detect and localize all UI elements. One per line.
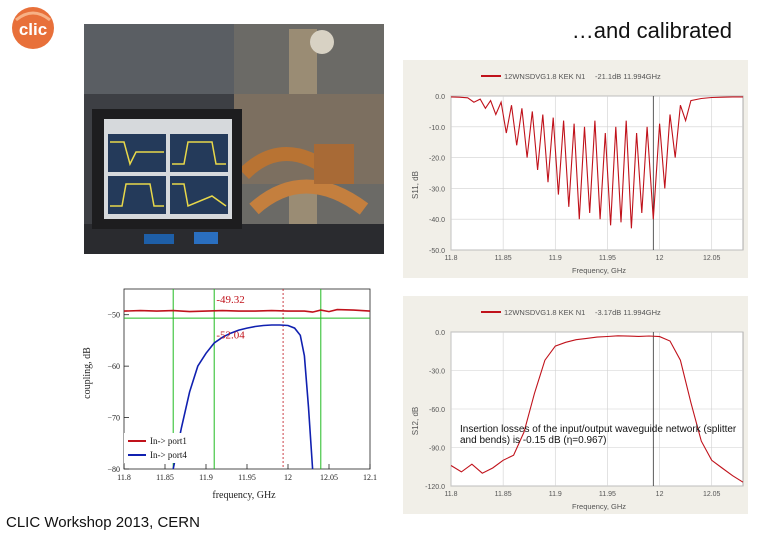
legend: In-> port1 In-> port4 xyxy=(124,433,210,463)
value-annotation: -52.04 xyxy=(216,329,245,341)
y-axis-label: S12, dB xyxy=(411,407,420,435)
x-tick-label: 11.95 xyxy=(599,491,616,498)
logo-text: clic xyxy=(19,20,47,39)
x-tick-label: 11.8 xyxy=(444,491,457,498)
x-axis-label: Frequency, GHz xyxy=(572,502,626,511)
footer-text: CLIC Workshop 2013, CERN xyxy=(6,514,200,531)
x-tick-label: 12 xyxy=(284,473,292,482)
insertion-loss-note: Insertion losses of the input/output wav… xyxy=(460,424,737,446)
legend-entry-port1: In-> port1 xyxy=(150,436,187,446)
y-tick-label: -60.0 xyxy=(429,407,445,414)
y-tick-label: −70 xyxy=(107,414,120,423)
x-tick-label: 11.85 xyxy=(156,473,174,482)
lab-photo-icon xyxy=(84,24,384,254)
series-line xyxy=(450,96,743,229)
y-tick-label: −60 xyxy=(107,362,120,371)
x-tick-label: 11.85 xyxy=(495,255,512,262)
coupling-chart: coupling, dB frequency, GHz 90 −50−60−70… xyxy=(82,288,377,501)
x-tick-label: 11.9 xyxy=(549,255,562,262)
x-tick-label: 12.1 xyxy=(363,473,377,482)
x-tick-label: 12.05 xyxy=(320,473,338,482)
y-axis-label: coupling, dB xyxy=(82,347,93,399)
coupling-chart-panel: coupling, dB frequency, GHz 90 −50−60−70… xyxy=(80,283,380,505)
lab-photo xyxy=(84,24,384,254)
x-tick-label: 12 xyxy=(656,255,664,262)
plot-area xyxy=(450,95,744,251)
legend-readout: -21.1dB 11.994GHz xyxy=(595,72,661,81)
legend-entry: 12WNSDVG1.8 KEK N1 xyxy=(504,308,585,317)
y-tick-label: -120.0 xyxy=(425,484,445,491)
value-annotation: -49.32 xyxy=(216,294,244,306)
s11-chart-panel: 12WNSDVG1.8 KEK N1 -21.1dB 11.994GHz S11… xyxy=(403,60,748,278)
x-axis-label: frequency, GHz xyxy=(212,490,276,501)
series-line xyxy=(123,308,371,313)
y-tick-label: −50 xyxy=(107,311,120,320)
y-tick-label: 0.0 xyxy=(435,94,445,101)
legend-readout: -3.17dB 11.994GHz xyxy=(595,308,661,317)
x-tick-label: 11.8 xyxy=(444,255,457,262)
series-line xyxy=(450,335,744,483)
y-tick-label: -30.0 xyxy=(429,369,445,376)
y-tick-label: -10.0 xyxy=(429,125,445,132)
clic-logo: clic xyxy=(12,7,54,49)
x-tick-label: 11.95 xyxy=(238,473,256,482)
x-tick-label: 11.85 xyxy=(495,491,512,498)
y-axis-label: S11, dB xyxy=(411,171,420,199)
x-tick-label: 11.95 xyxy=(599,255,616,262)
x-tick-label: 11.9 xyxy=(549,491,562,498)
y-tick-label: −80 xyxy=(107,465,120,474)
x-tick-label: 12 xyxy=(656,491,664,498)
y-tick-label: -40.0 xyxy=(429,217,445,224)
x-axis-label: Frequency, GHz xyxy=(572,266,626,275)
x-tick-label: 11.8 xyxy=(117,473,131,482)
y-tick-label: -50.0 xyxy=(429,248,445,255)
s11-chart: 12WNSDVG1.8 KEK N1 -21.1dB 11.994GHz S11… xyxy=(411,72,744,275)
y-tick-label: 0.0 xyxy=(435,330,445,337)
legend-entry-port4: In-> port4 xyxy=(150,450,187,460)
y-tick-label: -30.0 xyxy=(429,186,445,193)
slide-title: …and calibrated xyxy=(571,18,732,43)
x-tick-label: 11.9 xyxy=(199,473,213,482)
x-tick-label: 12.05 xyxy=(703,491,721,498)
s12-chart: 12WNSDVG1.8 KEK N1 -3.17dB 11.994GHz S12… xyxy=(411,308,744,511)
series-line xyxy=(172,324,314,470)
y-tick-label: -90.0 xyxy=(429,446,445,453)
s12-chart-panel: 12WNSDVG1.8 KEK N1 -3.17dB 11.994GHz S12… xyxy=(403,296,748,514)
legend-entry: 12WNSDVG1.8 KEK N1 xyxy=(504,72,585,81)
x-tick-label: 12.05 xyxy=(703,255,721,262)
y-tick-label: -20.0 xyxy=(429,156,445,163)
